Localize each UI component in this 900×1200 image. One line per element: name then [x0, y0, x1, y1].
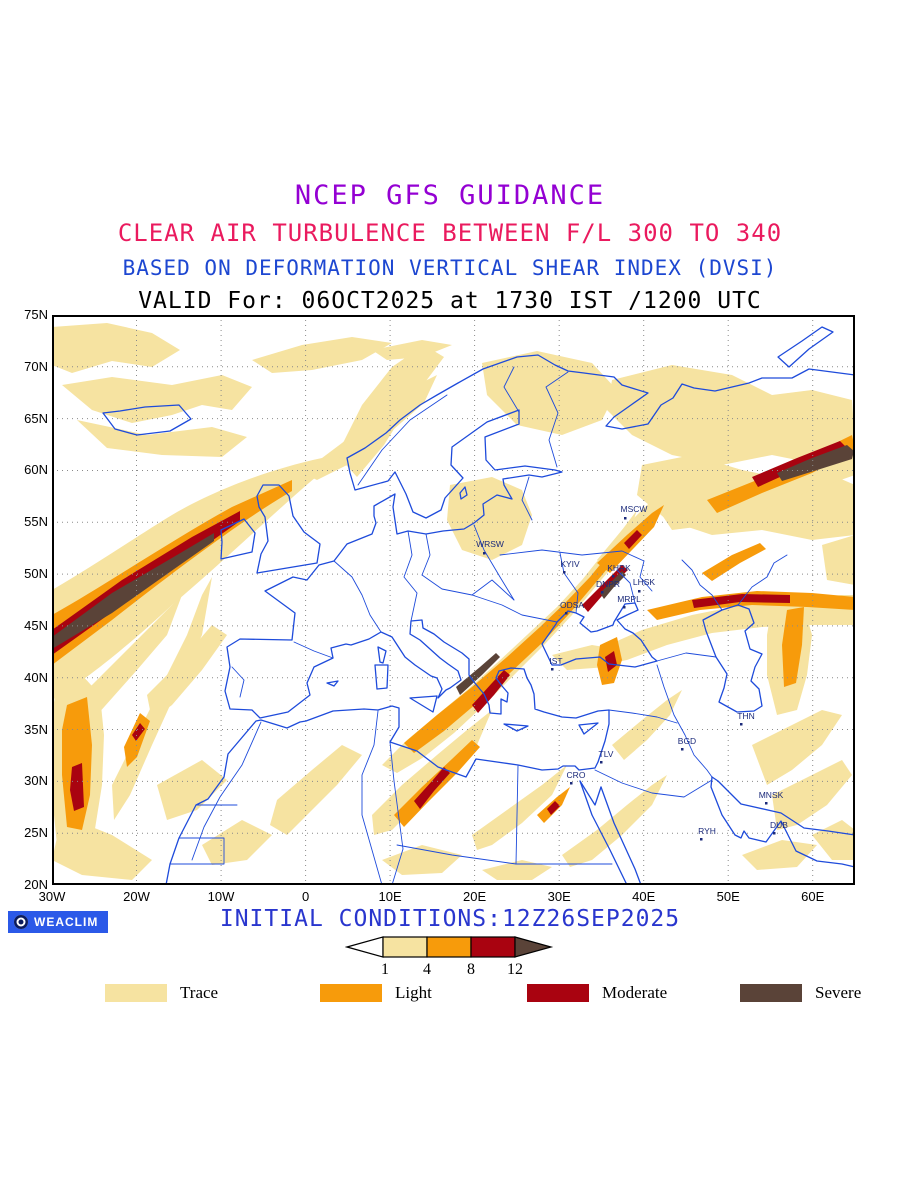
title-valid-time: VALID For: 06OCT2025 at 1730 IST /1200 U… [138, 288, 762, 314]
legend-swatch-moderate [527, 984, 589, 1002]
title-method: BASED ON DEFORMATION VERTICAL SHEAR INDE… [122, 256, 778, 280]
city-label: DNPR [596, 579, 620, 589]
city-label: MSCW [621, 504, 648, 514]
lon-label: 60E [801, 889, 825, 904]
colorbar: 1 4 8 12 [344, 936, 555, 985]
legend-swatch-severe [740, 984, 802, 1002]
map-panel: MSCW WRSW KYIV KHRK LHSK DNPR MRPL ODSA … [24, 308, 855, 904]
gridlines [52, 315, 855, 885]
city-label: LHSK [633, 577, 656, 587]
city-label: ODSA [560, 600, 584, 610]
city-label: BGD [678, 736, 696, 746]
weaclim-text: WEACLIM [34, 915, 99, 929]
legend-swatch-trace [105, 984, 167, 1002]
legend-item-light: Light [320, 983, 432, 1003]
lon-label: 10W [207, 889, 235, 904]
city-label: MRPL [617, 594, 641, 604]
contours-severe [52, 445, 854, 695]
lon-label: 30W [38, 889, 66, 904]
country-borders [169, 366, 788, 885]
lat-label: 25N [24, 825, 48, 840]
legend-label-trace: Trace [180, 983, 219, 1002]
city-labels: MSCW WRSW KYIV KHRK LHSK DNPR MRPL ODSA … [476, 504, 788, 841]
lat-label: 55N [24, 514, 48, 529]
map-svg: MSCW WRSW KYIV KHRK LHSK DNPR MRPL ODSA … [52, 315, 855, 885]
legend-label-light: Light [395, 983, 432, 1002]
city-label: WRSW [476, 539, 504, 549]
colorbar-tick: 12 [507, 961, 523, 978]
lat-label: 60N [24, 462, 48, 477]
lon-label: 50E [716, 889, 740, 904]
colorbar-tick: 4 [423, 961, 431, 978]
legend-item-trace: Trace [105, 983, 218, 1003]
title-model: NCEP GFS GUIDANCE [294, 180, 606, 211]
lat-label: 75N [24, 307, 48, 322]
colorbar-box-trace [382, 936, 428, 958]
map-frame [52, 315, 855, 885]
city-label: IST [549, 656, 562, 666]
lat-label: 35N [24, 722, 48, 737]
colorbar-box-light [426, 936, 472, 958]
legend-item-moderate: Moderate [527, 983, 667, 1003]
initial-conditions: INITIAL CONDITIONS:12Z26SEP2025 [219, 906, 681, 932]
lat-label: 70N [24, 359, 48, 374]
coastlines [102, 326, 855, 885]
legend-item-severe: Severe [740, 983, 861, 1003]
colorbar-right-arrow [514, 936, 554, 958]
legend-label-moderate: Moderate [602, 983, 668, 1002]
lon-label: 0 [301, 889, 310, 904]
lat-label: 45N [24, 618, 48, 633]
title-block: NCEP GFS GUIDANCE CLEAR AIR TURBULENCE B… [0, 180, 900, 314]
city-label: RYH [698, 826, 716, 836]
colorbar-box-moderate [470, 936, 516, 958]
legend-swatch-light [320, 984, 382, 1002]
colorbar-tick: 8 [467, 961, 475, 978]
lon-label: 10E [378, 889, 402, 904]
weaclim-icon [14, 915, 28, 929]
city-label: TLV [599, 749, 614, 759]
lon-label: 20E [463, 889, 487, 904]
lat-label: 65N [24, 411, 48, 426]
colorbar-tick: 1 [381, 961, 389, 978]
city-label: THN [737, 711, 754, 721]
lat-label: 30N [24, 773, 48, 788]
lat-label: 20N [24, 877, 48, 892]
city-label: CRO [567, 770, 586, 780]
weaclim-logo: WEACLIM [8, 911, 109, 933]
colorbar-left-arrow [344, 936, 384, 958]
city-label: MNSK [759, 790, 784, 800]
city-label: KYIV [560, 559, 580, 569]
title-product: CLEAR AIR TURBULENCE BETWEEN F/L 300 TO … [117, 219, 783, 247]
city-label: KHRK [607, 563, 631, 573]
legend-label-severe: Severe [815, 983, 862, 1002]
lat-label: 40N [24, 670, 48, 685]
city-label: DUB [770, 820, 788, 830]
lon-label: 40E [632, 889, 656, 904]
lat-label: 50N [24, 566, 48, 581]
lon-label: 30E [547, 889, 571, 904]
lon-label: 20W [123, 889, 150, 904]
